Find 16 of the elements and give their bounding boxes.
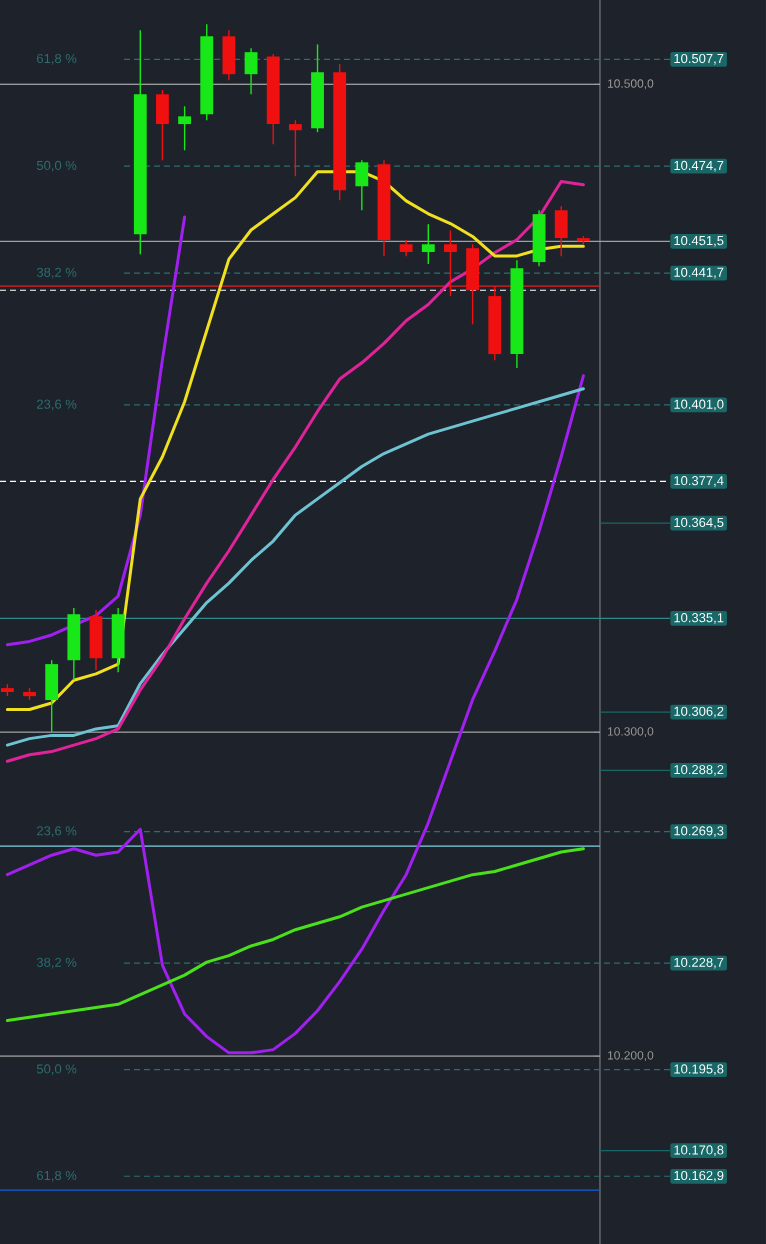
candlestick [466, 243, 480, 325]
candlestick [45, 659, 59, 733]
line-series [5, 374, 585, 1055]
candlestick [532, 209, 546, 267]
candlestick [178, 105, 192, 152]
candlestick [288, 119, 302, 177]
candlestick [421, 223, 435, 265]
candlestick [67, 607, 81, 681]
candlestick [244, 47, 258, 95]
candlestick [222, 29, 236, 82]
candlestick [554, 205, 568, 257]
candlestick [444, 229, 457, 297]
candlestick [355, 159, 369, 211]
candlestick [156, 89, 169, 162]
candlestick [111, 607, 125, 673]
candlestick [89, 609, 103, 671]
